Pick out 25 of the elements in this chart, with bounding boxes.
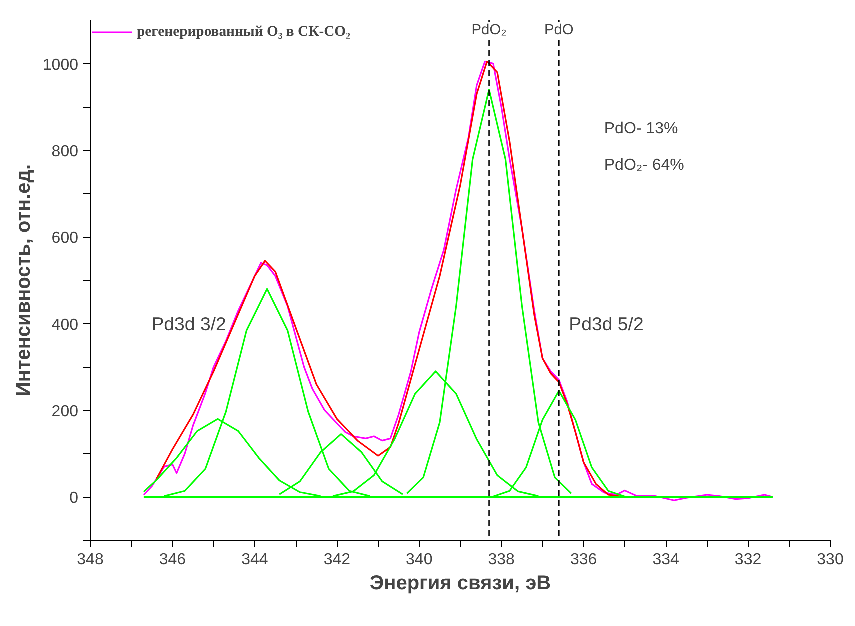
x-tick-label: 330 [817, 552, 844, 568]
y-tick-label: 600 [52, 230, 79, 248]
y-tick-label: 0 [70, 490, 79, 508]
annotation: PdO- 13% [604, 120, 678, 138]
x-tick-label: 342 [324, 552, 351, 568]
ref-line-label: PdO₂ [472, 22, 507, 38]
x-tick-label: 334 [652, 552, 680, 568]
x-tick-label: 336 [570, 552, 598, 568]
x-tick-label: 346 [159, 552, 186, 568]
x-tick-label: 332 [734, 552, 762, 568]
annotation: Pd3d 3/2 [152, 313, 226, 334]
annotation: Pd3d 5/2 [569, 313, 644, 334]
x-tick-label: 344 [242, 552, 268, 568]
x-axis-title: Энергия связи, эВ [370, 572, 552, 594]
y-axis-title: Интенсивность, отн.ед. [12, 164, 35, 397]
y-tick-label: 200 [52, 404, 79, 420]
annotation: PdO₂- 64% [604, 157, 684, 174]
x-tick-label: 338 [488, 552, 516, 568]
ref-line-label: PdO [544, 22, 574, 38]
y-tick-label: 800 [52, 144, 79, 160]
legend-label: регенерированный O₃ в СК-CO₂ [137, 24, 350, 40]
x-tick-label: 348 [77, 552, 104, 568]
y-tick-label: 1000 [42, 56, 79, 74]
x-tick-label: 340 [406, 552, 433, 568]
y-tick-label: 400 [52, 316, 79, 334]
